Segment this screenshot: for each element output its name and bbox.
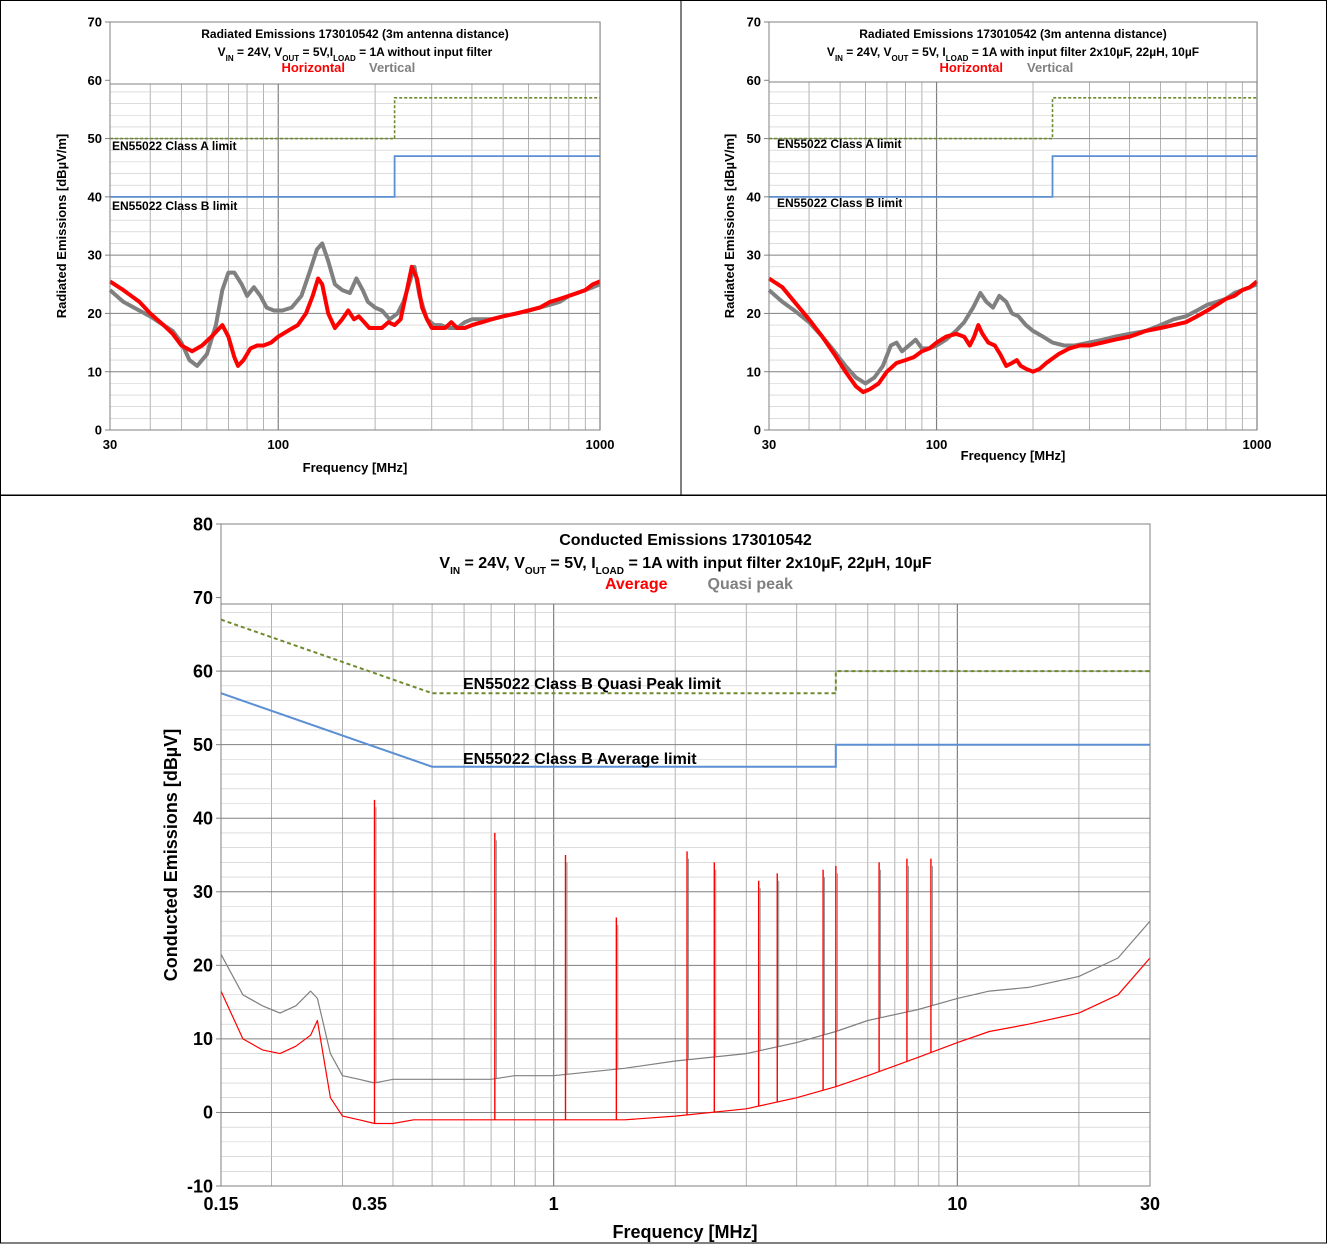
x-tick-label: 30 xyxy=(762,437,776,452)
limit-lines xyxy=(220,618,1150,768)
quasi-peak-limit-label: EN55022 Class B Quasi Peak limit xyxy=(463,676,722,693)
class-b-limit-line xyxy=(110,155,600,198)
y-tick-label: 20 xyxy=(747,306,761,321)
average-limit-line xyxy=(220,692,1150,768)
series-line-horizontal xyxy=(108,264,601,368)
y-tick-label: 20 xyxy=(193,956,213,976)
y-tick-label: 0 xyxy=(95,423,102,438)
y-tick-label: 60 xyxy=(747,73,761,88)
class-a-limit-label: EN55022 Class A limit xyxy=(112,139,237,153)
conducted-emissions-chart: Conducted Emissions 173010542 VIN = 24V,… xyxy=(161,514,1160,1242)
average-limit-label: EN55022 Class B Average limit xyxy=(463,751,697,768)
y-tick-label: 40 xyxy=(88,189,102,204)
radiated-no-filter-chart: Radiated Emissions 173010542 (3m antenna… xyxy=(54,15,614,475)
y-tick-label: 10 xyxy=(747,364,761,379)
legend-average: Average xyxy=(605,576,668,593)
y-axis-label: Conducted Emissions [dBµV] xyxy=(161,729,181,981)
class-b-limit-label: EN55022 Class B limit xyxy=(777,196,902,210)
y-tick-label: 0 xyxy=(754,423,761,438)
class-a-limit-line xyxy=(769,97,1257,140)
y-tick-label: 50 xyxy=(88,131,102,146)
y-tick-label: 20 xyxy=(88,306,102,321)
x-tick-label: 30 xyxy=(1140,1194,1160,1214)
y-tick-label: 10 xyxy=(193,1029,213,1049)
legend-quasi-peak: Quasi peak xyxy=(708,576,793,593)
y-tick-label: 0 xyxy=(203,1103,213,1123)
y-tick-label: 30 xyxy=(747,248,761,263)
chart-grid xyxy=(109,21,601,431)
chart-title-box: Conducted Emissions 173010542 VIN = 24V,… xyxy=(220,523,1151,605)
x-tick-label: 1000 xyxy=(1243,437,1272,452)
x-axis-label: Frequency [MHz] xyxy=(961,448,1066,463)
x-axis-label: Frequency [MHz] xyxy=(303,460,408,475)
y-axis-label: Radiated Emissions [dBµV/m] xyxy=(722,134,737,318)
series-line-vertical xyxy=(767,282,1258,386)
series-line-horizontal xyxy=(767,276,1259,395)
y-tick-label: 80 xyxy=(193,514,213,534)
class-a-limit-line xyxy=(110,97,600,140)
y-tick-label: 50 xyxy=(193,735,213,755)
plot-area-frame xyxy=(220,523,1151,1187)
chart-title: Radiated Emissions 173010542 (3m antenna… xyxy=(859,27,1166,41)
x-tick-label: 10 xyxy=(947,1194,967,1214)
y-tick-label: 40 xyxy=(193,809,213,829)
legend-vertical: Vertical xyxy=(1027,60,1073,75)
chart-grid xyxy=(221,523,1151,1187)
y-tick-label: 60 xyxy=(193,661,213,681)
class-b-limit-line xyxy=(769,155,1257,198)
y-axis-label: Radiated Emissions [dBµV/m] xyxy=(54,134,69,318)
limit-lines xyxy=(110,97,600,198)
x-tick-label: 0.35 xyxy=(352,1194,387,1214)
x-tick-label: 0.15 xyxy=(203,1194,238,1214)
y-tick-label: 30 xyxy=(88,248,102,263)
data-series xyxy=(108,241,601,368)
legend-horizontal: Horizontal xyxy=(939,60,1003,75)
y-tick-label: 70 xyxy=(88,15,102,30)
axis-ticks: 0 10 20 30 40 50 60 70 30 100 1000 xyxy=(747,15,1272,452)
chart-title: Conducted Emissions 173010542 xyxy=(559,532,812,549)
chart-title-box: Radiated Emissions 173010542 (3m antenna… xyxy=(109,21,601,85)
axis-ticks: 0 10 20 30 40 50 60 70 30 100 1000 xyxy=(88,15,615,452)
series-line-average xyxy=(220,957,1151,1125)
class-b-limit-label: EN55022 Class B limit xyxy=(112,199,237,213)
y-tick-label: 30 xyxy=(193,882,213,902)
radiated-with-filter-chart: Radiated Emissions 173010542 (3m antenna… xyxy=(722,15,1271,463)
x-axis-label: Frequency [MHz] xyxy=(612,1222,757,1242)
chart-subtitle: VIN = 24V, VOUT = 5V,ILOAD = 1A without … xyxy=(218,45,493,63)
legend-vertical: Vertical xyxy=(369,60,415,75)
y-tick-label: -10 xyxy=(187,1176,213,1196)
quasi-peak-limit-line xyxy=(220,618,1150,695)
chart-title-box: Radiated Emissions 173010542 (3m antenna… xyxy=(768,21,1258,83)
y-tick-label: 70 xyxy=(193,588,213,608)
y-tick-label: 70 xyxy=(747,15,761,30)
x-tick-label: 100 xyxy=(267,437,289,452)
chart-title: Radiated Emissions 173010542 (3m antenna… xyxy=(201,27,508,41)
chart-subtitle: VIN = 24V, VOUT = 5V, ILOAD = 1A with in… xyxy=(827,45,1199,63)
x-tick-label: 1 xyxy=(549,1194,559,1214)
class-a-limit-label: EN55022 Class A limit xyxy=(777,137,902,151)
axis-ticks: -10 0 10 20 30 40 50 60 70 80 0.15 0.35 1 10 30 xyxy=(187,514,1160,1214)
data-series xyxy=(220,799,1151,1125)
x-tick-label: 1000 xyxy=(586,437,615,452)
chart-subtitle: VIN = 24V, VOUT = 5V, ILOAD = 1A with in… xyxy=(439,555,931,577)
data-series xyxy=(767,276,1259,395)
y-tick-label: 40 xyxy=(747,189,761,204)
limit-lines xyxy=(769,97,1257,198)
y-tick-label: 10 xyxy=(88,364,102,379)
x-tick-label: 100 xyxy=(926,437,948,452)
series-line-quasi-peak xyxy=(220,920,1151,1084)
x-tick-label: 30 xyxy=(103,437,117,452)
y-tick-label: 60 xyxy=(88,73,102,88)
y-tick-label: 50 xyxy=(747,131,761,146)
legend-horizontal: Horizontal xyxy=(281,60,345,75)
